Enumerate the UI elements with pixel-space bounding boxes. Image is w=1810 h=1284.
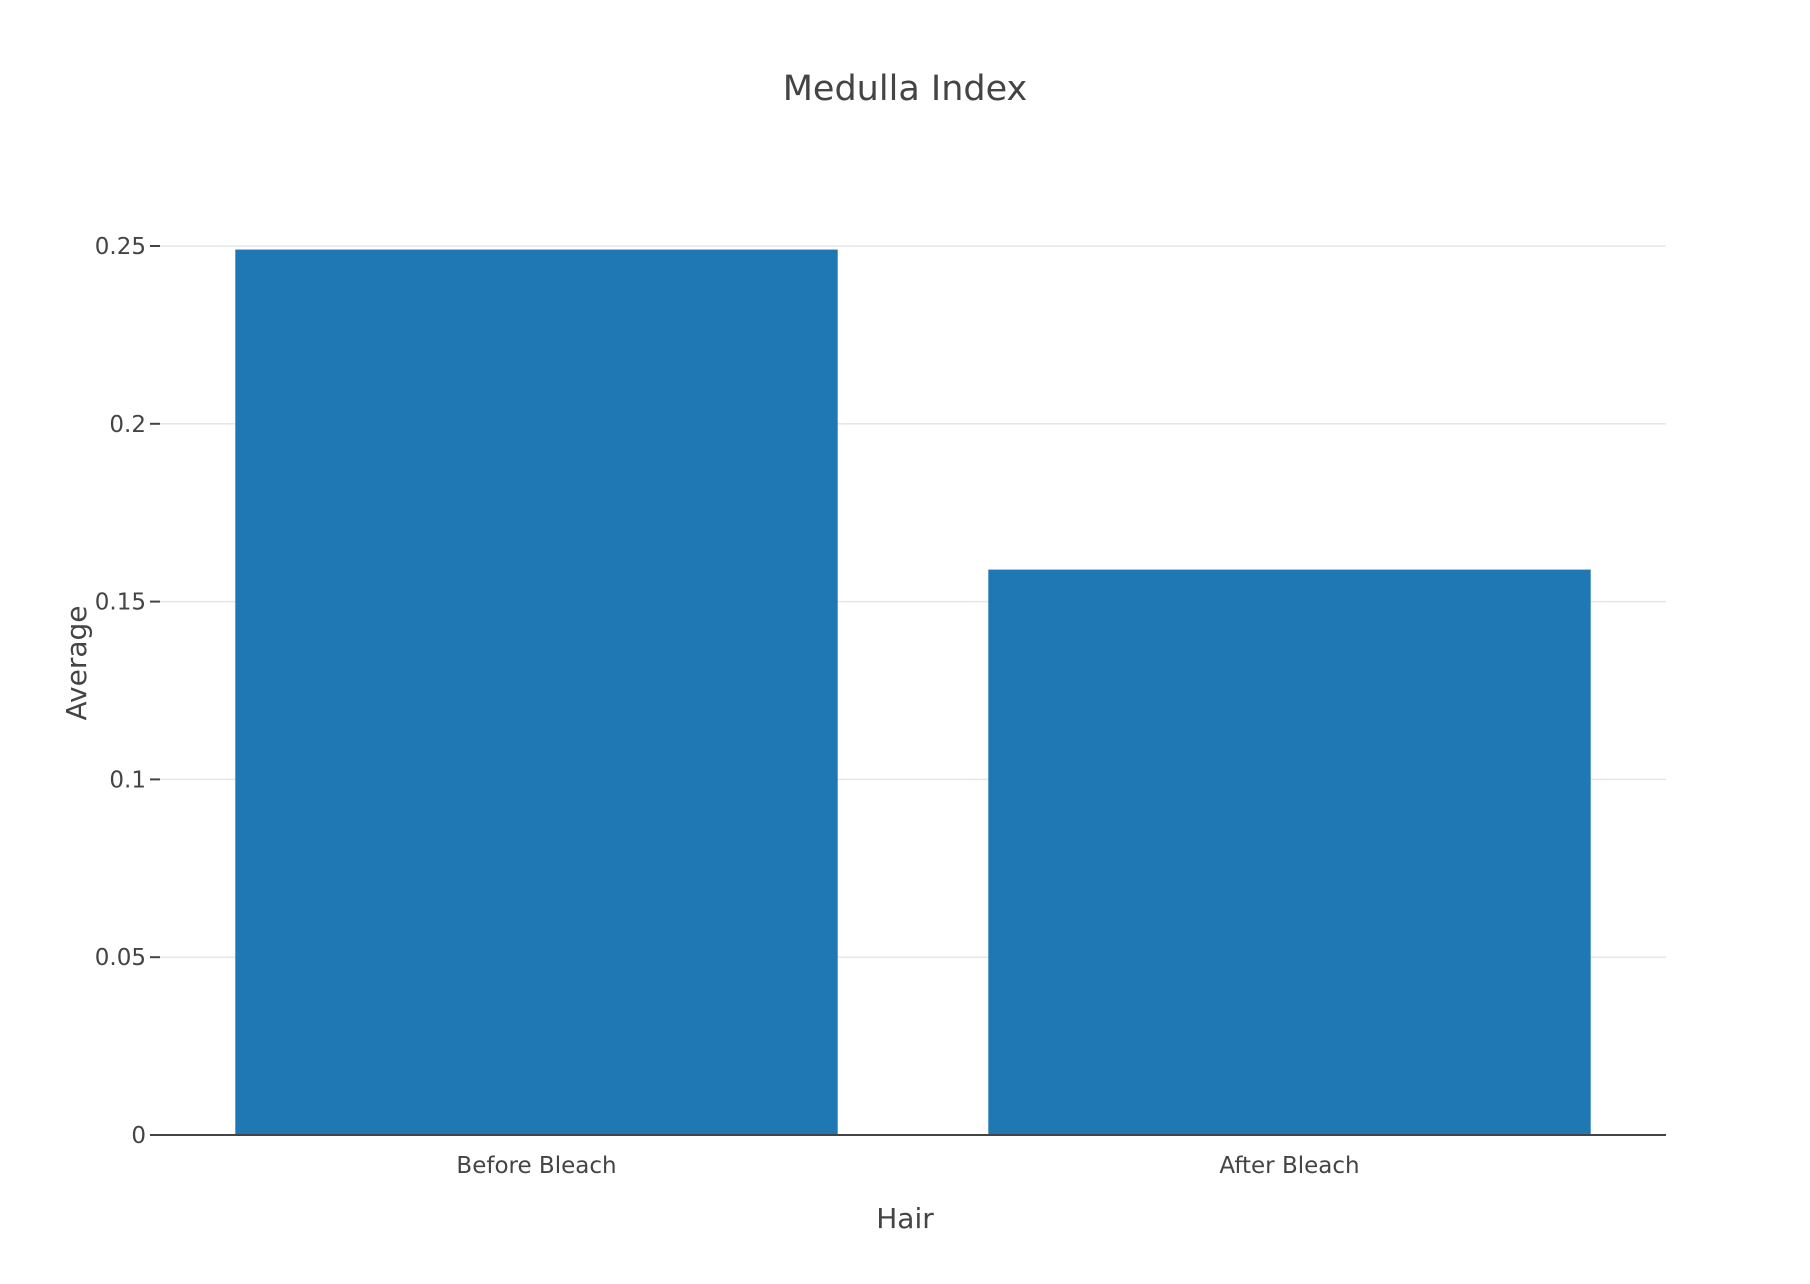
y-tick-label: 0.25 xyxy=(95,234,146,260)
y-axis: 0 0.05 0.1 0.15 0.2 0.25 xyxy=(95,234,160,1149)
y-axis-title: Average xyxy=(60,606,93,721)
x-axis-title: Hair xyxy=(876,1202,934,1235)
x-axis: Before Bleach After Bleach xyxy=(160,1134,1666,1179)
y-tick-label: 0 xyxy=(131,1123,146,1149)
x-tick-label: After Bleach xyxy=(1219,1153,1359,1179)
y-tick-label: 0.15 xyxy=(95,590,146,616)
bar xyxy=(235,249,838,1135)
y-tick-label: 0.05 xyxy=(95,945,146,971)
x-tick-label: Before Bleach xyxy=(456,1153,616,1179)
bar xyxy=(988,569,1591,1135)
y-tick-label: 0.1 xyxy=(109,767,146,793)
bars xyxy=(235,249,1591,1135)
chart-title: Medulla Index xyxy=(783,69,1028,109)
y-tick-label: 0.2 xyxy=(109,412,146,438)
